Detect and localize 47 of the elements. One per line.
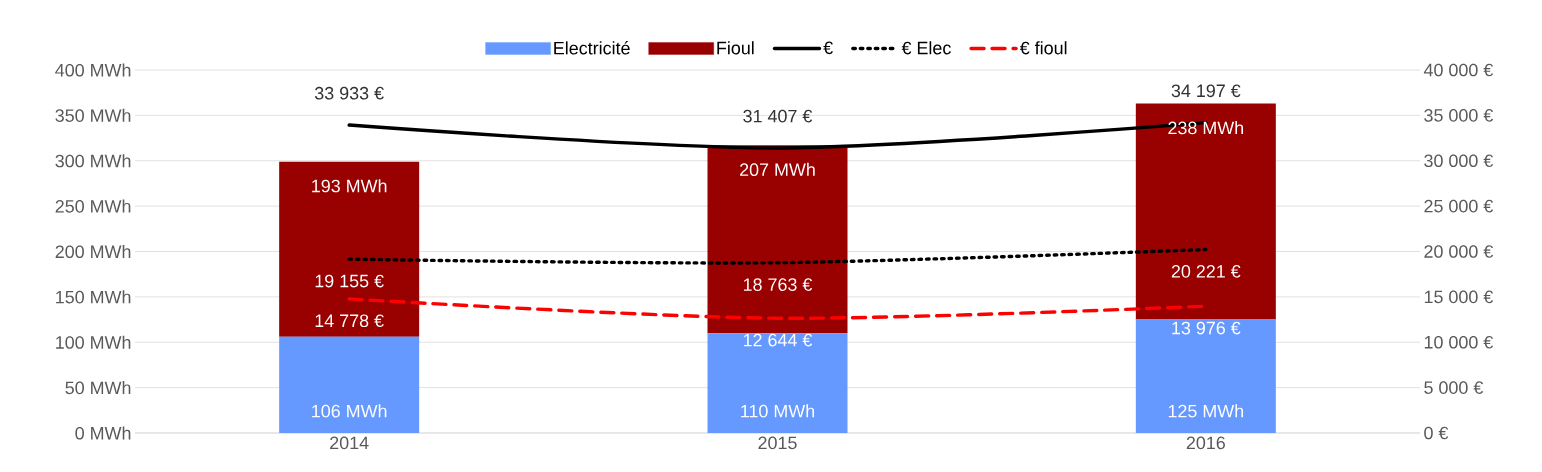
y-tick-label: 250 MWh xyxy=(55,199,131,213)
y-tick-label: 350 MWh xyxy=(55,108,131,122)
data-label: 19 155 € xyxy=(315,274,384,288)
data-label: 14 778 € xyxy=(315,314,384,328)
y2-tick-label: 15 000 € xyxy=(1424,290,1494,304)
y-tick-label: 0 MWh xyxy=(75,426,131,440)
y-tick-label: 50 MWh xyxy=(65,381,131,395)
y2-tick-label: 40 000 € xyxy=(1423,63,1494,77)
y-tick-label: 400 MWh xyxy=(55,63,131,77)
y2-tick-label: 0 € xyxy=(1424,426,1449,440)
y-tick-label: 300 MWh xyxy=(55,154,131,168)
data-label: 207 MWh xyxy=(740,162,815,177)
y-tick-label: 150 MWh xyxy=(56,290,131,304)
bar xyxy=(1135,319,1276,433)
y2-tick-label: 10 000 € xyxy=(1424,335,1494,349)
y2-tick-label: 30 000 € xyxy=(1424,154,1494,168)
legend-label: Fioul xyxy=(717,41,754,55)
legend-label: Electricité xyxy=(554,41,630,55)
data-label: 31 407 € xyxy=(743,109,813,123)
bar xyxy=(1135,103,1276,320)
data-label: 106 MWh xyxy=(312,404,387,418)
y2-tick-label: 20 000 € xyxy=(1424,245,1494,258)
y-tick-label: 100 MWh xyxy=(56,335,131,349)
data-label: 33 933 € xyxy=(314,86,384,100)
y-tick-label: 200 MWh xyxy=(55,244,131,259)
bar xyxy=(279,336,420,433)
bar xyxy=(707,333,848,433)
legend-label: € Elec xyxy=(901,41,951,55)
x-tick-label: 2016 xyxy=(1186,436,1225,450)
x-tick-label: 2015 xyxy=(758,436,797,450)
data-label: 193 MWh xyxy=(312,179,387,193)
y2-tick-label: 5 000 € xyxy=(1424,381,1484,394)
legend-label: € xyxy=(823,41,833,55)
data-label: 20 221 € xyxy=(1171,265,1241,278)
data-label: 34 197 € xyxy=(1171,84,1241,98)
data-label: 13 976 € xyxy=(1172,321,1241,335)
data-label: 125 MWh xyxy=(1168,404,1244,418)
x-tick-label: 2014 xyxy=(330,436,369,450)
bar xyxy=(707,145,848,334)
legend-label: € fioul xyxy=(1019,41,1067,55)
bar xyxy=(279,161,420,337)
y2-tick-label: 35 000 € xyxy=(1424,109,1494,122)
data-label: 18 763 € xyxy=(743,278,813,291)
data-label: 110 MWh xyxy=(741,404,815,418)
data-label: 12 644 € xyxy=(743,333,813,347)
y2-tick-label: 25 000 € xyxy=(1424,199,1494,213)
data-label: 238 MWh xyxy=(1168,121,1244,135)
